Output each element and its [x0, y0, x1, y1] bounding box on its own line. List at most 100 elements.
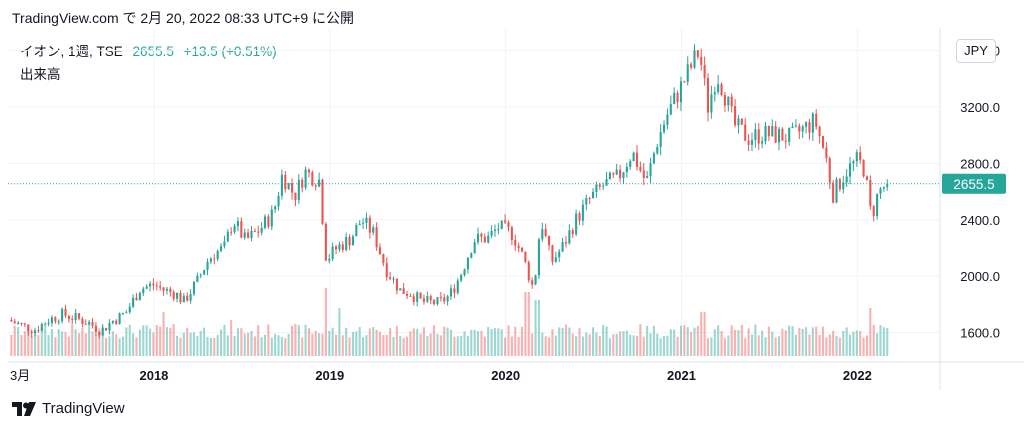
- volume-bar: [378, 331, 382, 356]
- candle-body: [581, 204, 584, 221]
- candle-body: [548, 236, 551, 246]
- volume-bar: [815, 326, 818, 356]
- volume-bar: [757, 335, 760, 356]
- volume-bar: [531, 333, 534, 356]
- volume-bar: [734, 329, 737, 356]
- candle-body: [629, 161, 632, 168]
- candle-body: [578, 213, 581, 221]
- volume-bar: [504, 337, 507, 356]
- candle-body: [314, 185, 317, 187]
- candle-body: [250, 230, 253, 238]
- candle-body: [392, 278, 395, 280]
- candle-body: [270, 209, 273, 227]
- volume-bar: [324, 288, 327, 356]
- volume-bar: [524, 292, 527, 356]
- candle-body: [693, 50, 696, 68]
- candle-body: [710, 94, 713, 113]
- candle-body: [280, 174, 283, 196]
- volume-bar: [422, 327, 425, 356]
- candle-body: [744, 124, 747, 141]
- volume-bar: [483, 336, 486, 356]
- candle-body: [405, 293, 409, 296]
- candle-body: [23, 323, 26, 325]
- volume-bar: [165, 327, 168, 356]
- volume-bar: [297, 325, 300, 356]
- candle-body: [690, 64, 693, 68]
- volume-bar: [838, 337, 841, 356]
- volume-bar: [761, 330, 764, 356]
- candle-body: [71, 319, 74, 321]
- candle-body: [801, 126, 804, 132]
- candle-body: [774, 126, 777, 143]
- candle-body: [588, 198, 591, 200]
- candle-body: [135, 297, 138, 301]
- volume-bar: [879, 325, 882, 356]
- volume-bar: [747, 328, 750, 356]
- volume-bar: [23, 331, 26, 356]
- volume-bar: [723, 338, 726, 356]
- candle-body: [108, 323, 111, 331]
- volume-bar: [487, 327, 490, 356]
- volume-bar: [659, 338, 662, 356]
- volume-bar: [629, 334, 632, 356]
- candle-body: [324, 223, 327, 261]
- chart-legend: イオン, 1週, TSE 2655.5 +13.5 (+0.51%): [20, 40, 277, 60]
- candle-body: [77, 313, 81, 319]
- candle-body: [121, 313, 125, 315]
- volume-bar: [196, 336, 199, 356]
- volume-bar: [362, 337, 365, 356]
- volume-bar: [155, 325, 158, 356]
- candle-body: [304, 169, 307, 188]
- volume-bar: [389, 327, 392, 356]
- volume-bar: [443, 326, 446, 356]
- volume-bar: [835, 336, 838, 356]
- candle-body: [422, 298, 425, 302]
- volume-bar: [30, 335, 33, 356]
- candle-body: [17, 322, 20, 324]
- volume-bar: [148, 328, 152, 356]
- volume-bar: [625, 330, 628, 356]
- volume-bar: [358, 327, 361, 356]
- y-tick-label: 2000.0: [960, 269, 1000, 284]
- volume-bar: [88, 324, 91, 356]
- currency-button[interactable]: JPY: [956, 39, 996, 63]
- volume-bar: [399, 335, 402, 356]
- volume-bar: [727, 335, 730, 356]
- candle-body: [267, 216, 270, 227]
- volume-bar: [788, 325, 791, 356]
- candle-body: [855, 152, 858, 162]
- volume-bar: [608, 338, 611, 356]
- candle-body: [61, 308, 64, 322]
- volume-bar: [886, 328, 889, 356]
- volume-bar: [101, 326, 104, 356]
- volume-bar: [818, 334, 821, 356]
- candle-body: [416, 292, 419, 302]
- volume-bar: [703, 312, 706, 356]
- volume-bar: [94, 334, 97, 356]
- volume-bar: [635, 335, 639, 356]
- volume-bar: [37, 335, 40, 356]
- candle-body: [30, 331, 33, 334]
- candle-body: [389, 277, 392, 279]
- volume-bar: [710, 337, 713, 356]
- candle-body: [771, 126, 774, 137]
- candle-body: [118, 313, 121, 324]
- candle-body: [182, 295, 185, 303]
- volume-bar: [558, 327, 561, 356]
- volume-bar: [57, 329, 60, 356]
- x-tick-label: 2022: [843, 368, 872, 383]
- candle-body: [209, 258, 212, 262]
- volume-bar: [649, 333, 652, 356]
- volume-bar: [595, 332, 598, 356]
- volume-bar: [578, 328, 581, 356]
- volume-bar: [105, 338, 108, 356]
- candle-body: [206, 261, 209, 270]
- volume-bar: [409, 331, 412, 356]
- candle-body: [500, 220, 503, 229]
- volume-bar: [463, 331, 466, 356]
- candle-body: [115, 320, 118, 324]
- volume-bar: [693, 327, 696, 356]
- candle-body: [142, 288, 145, 294]
- volume-legend: 出来高: [20, 67, 61, 82]
